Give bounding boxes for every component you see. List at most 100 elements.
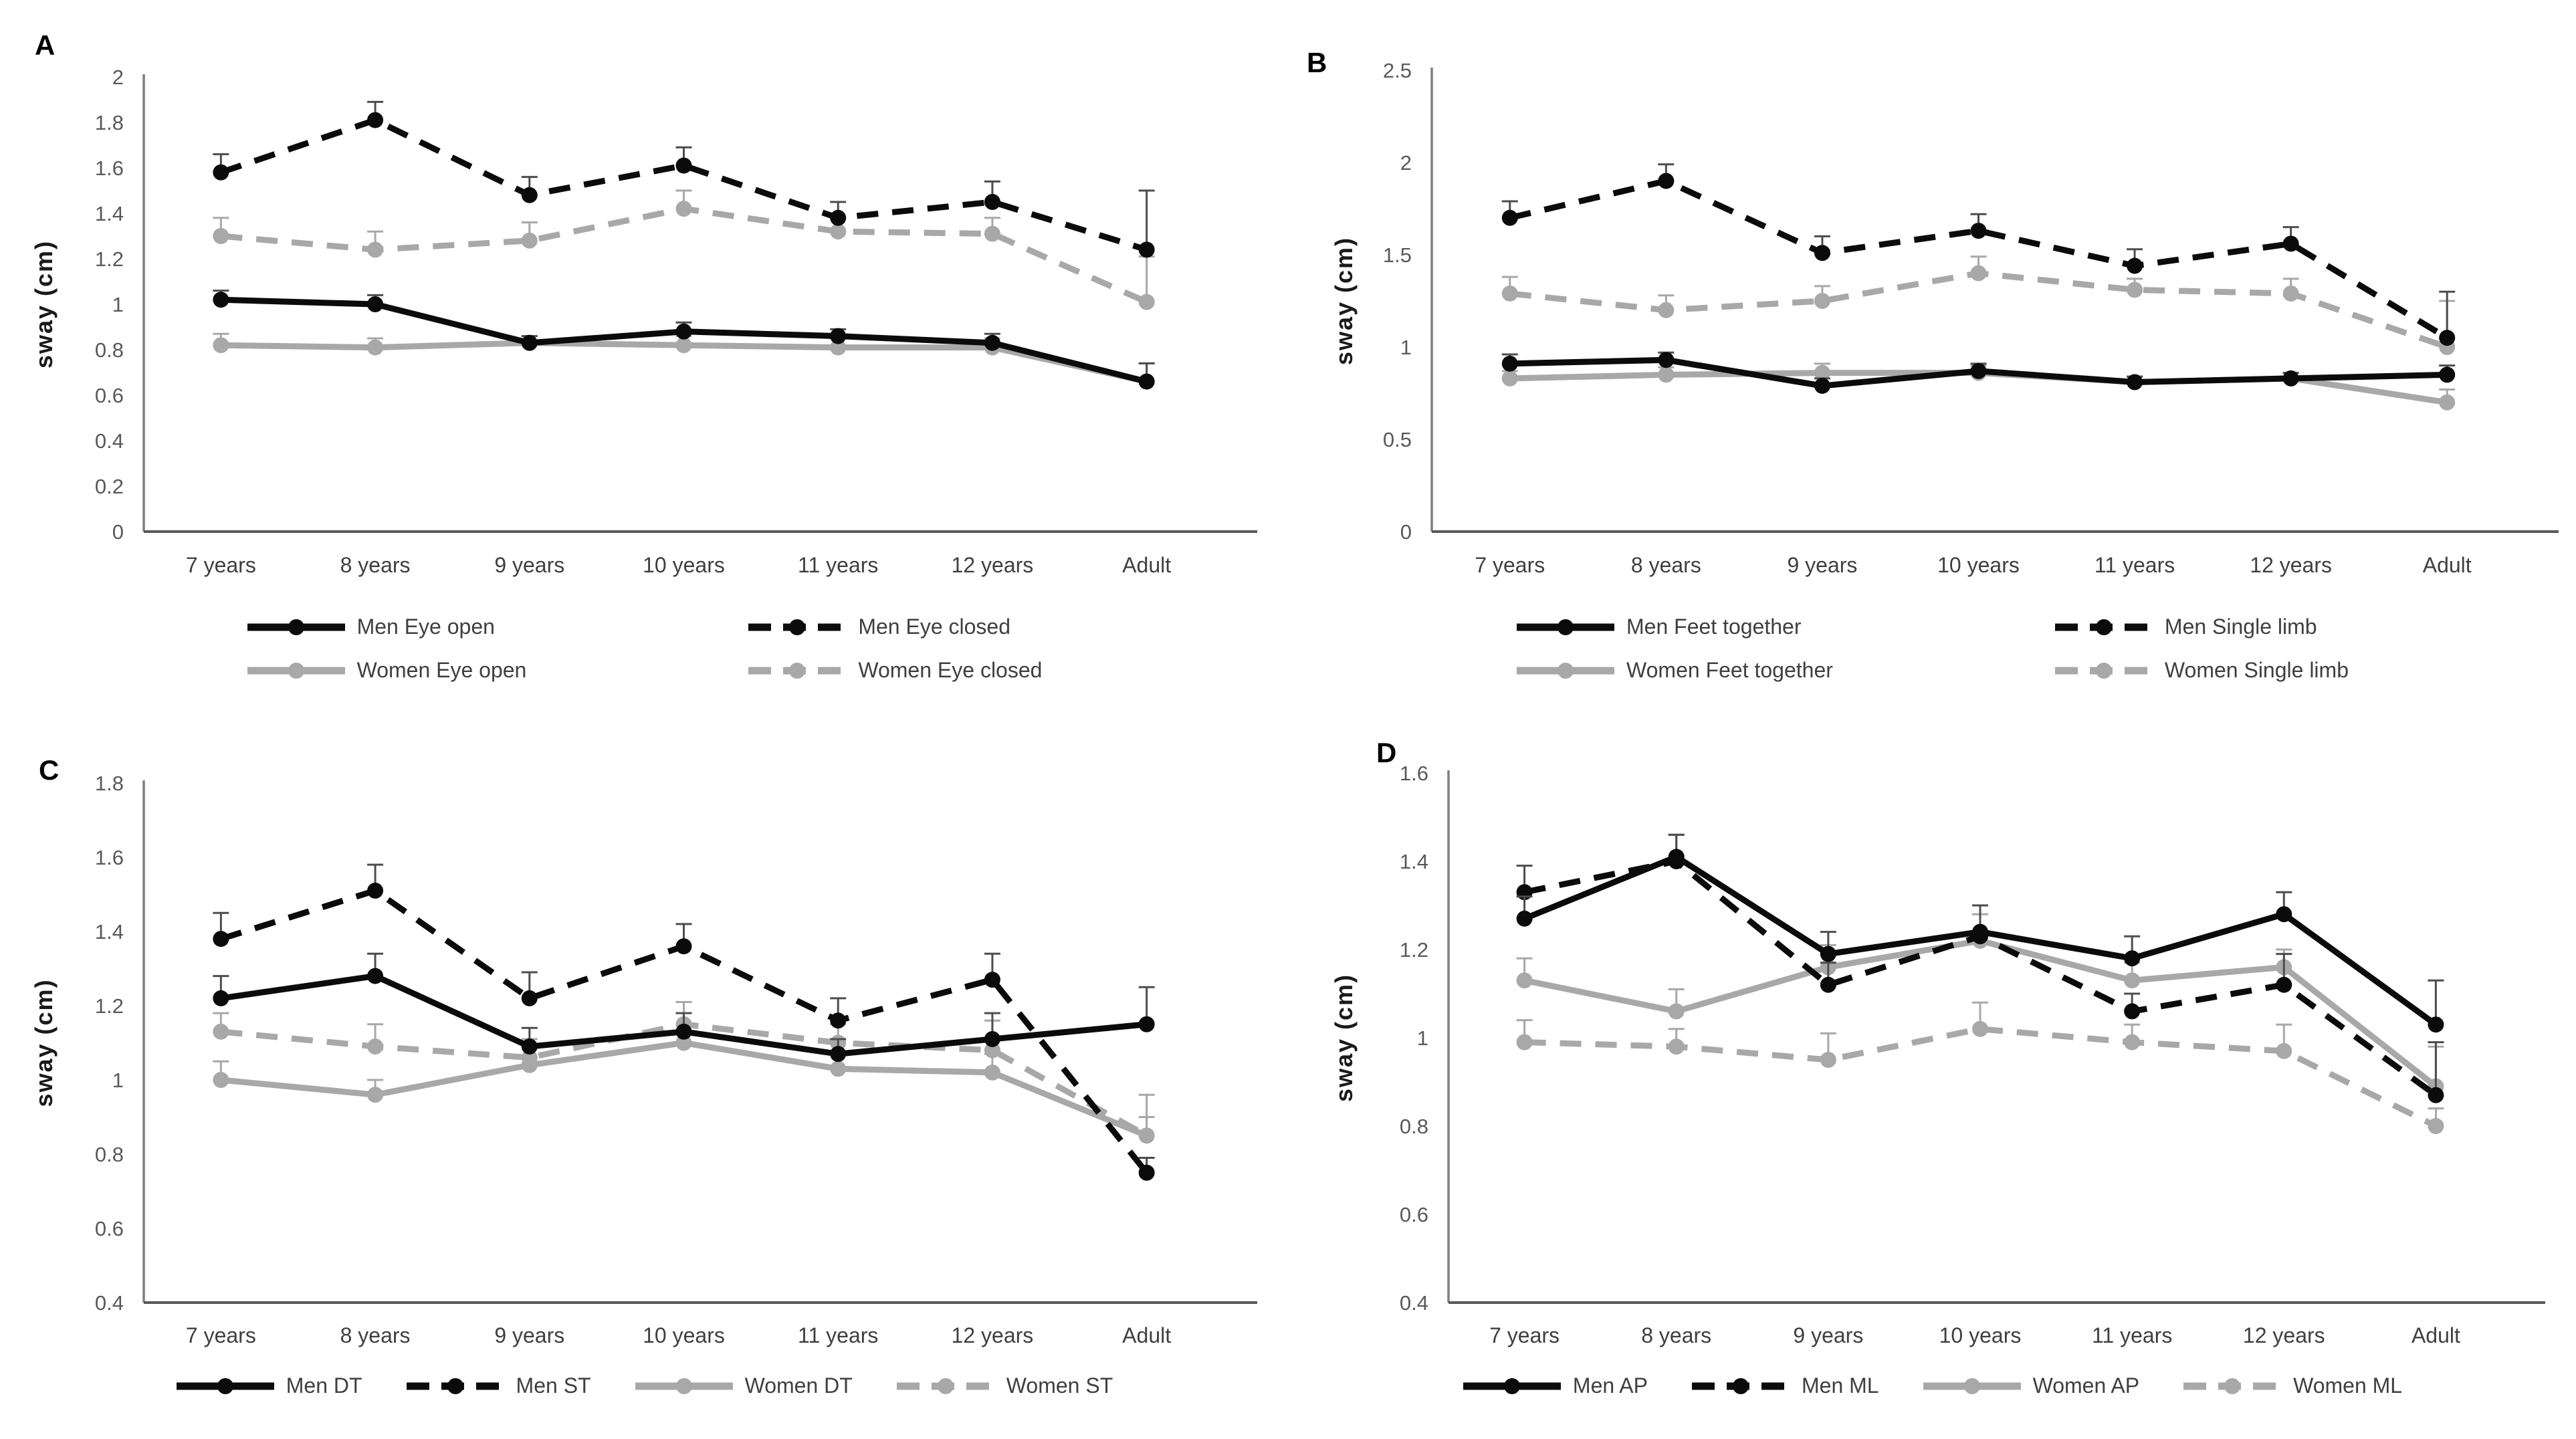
panel-label-B: B <box>1307 47 1327 78</box>
legend-label: Women AP <box>2032 1373 2140 1398</box>
x-category-label: 11 years <box>2092 1323 2172 1347</box>
series-men-dt <box>213 952 1155 1063</box>
legend-marker <box>675 1377 692 1394</box>
series-women-eye-open <box>213 332 1155 390</box>
y-tick-label: 1.2 <box>95 247 124 271</box>
legend-item-men-eye-open: Men Eye open <box>246 615 495 639</box>
y-tick-label: 2 <box>112 66 124 89</box>
data-point-marker <box>1668 849 1685 865</box>
data-point-marker <box>521 232 538 249</box>
x-category-label: 10 years <box>643 1323 725 1347</box>
data-point-marker <box>1814 377 1830 394</box>
panel-label-D: D <box>1376 737 1397 768</box>
data-point-marker <box>675 201 692 217</box>
data-point-marker <box>2282 235 2299 252</box>
y-tick-label: 1.5 <box>1383 243 1412 267</box>
legend-swatch-solid-icon <box>1463 1377 1561 1394</box>
data-point-marker <box>1138 1016 1155 1032</box>
panel-label-C: C <box>39 754 60 786</box>
series-women-single-limb <box>1501 255 2456 355</box>
data-point-marker <box>1970 265 1987 282</box>
data-point-marker <box>984 334 1000 351</box>
data-point-marker <box>984 972 1000 988</box>
data-point-marker <box>830 223 847 240</box>
x-category-label: 7 years <box>1475 553 1545 577</box>
y-tick-label: 1.2 <box>95 994 124 1018</box>
data-point-marker <box>1814 293 1830 309</box>
data-point-marker <box>1138 294 1155 310</box>
legend-item-women-eye-open: Women Eye open <box>246 658 526 683</box>
data-point-marker <box>2127 374 2143 391</box>
data-point-marker <box>984 1030 1000 1047</box>
series-men-feet-together <box>1501 351 2456 394</box>
legend-item-men-dt: Men DT <box>175 1373 362 1398</box>
legend-item-women-ap: Women AP <box>1922 1373 2139 1398</box>
legend-marker <box>789 662 806 679</box>
y-tick-label: 0.5 <box>1383 428 1412 451</box>
legend-label: Men Eye open <box>356 615 495 639</box>
legend-marker <box>789 619 806 635</box>
chart-canvas-A: 0 0.2 0.4 0.6 0.8 1 1.2 1.4 1.6 1.8 2 7 years 8 year… <box>30 66 1257 577</box>
legend-marker <box>288 662 304 679</box>
data-point-marker <box>521 187 538 203</box>
data-point-marker <box>1138 241 1155 258</box>
legend-label: Men ML <box>1801 1373 1879 1398</box>
panel-D: D 0.4 0.6 0.8 1 1.2 1.4 1.6 7 years 8 years 9 yea… <box>1288 719 2576 1439</box>
y-tick-label: 1.4 <box>1400 850 1428 873</box>
y-tick-label: 1 <box>1400 336 1412 359</box>
data-point-marker <box>213 931 229 948</box>
y-tick-label: 0 <box>112 520 124 544</box>
legend-marker <box>1732 1377 1749 1394</box>
legend-label: Men Single limb <box>2164 615 2317 639</box>
data-point-marker <box>830 209 847 226</box>
data-point-marker <box>367 112 384 128</box>
y-tick-label: 1.8 <box>95 772 124 795</box>
x-category-label: 8 years <box>340 1323 411 1347</box>
legend-label: Men DT <box>286 1373 362 1398</box>
y-tick-label: 1.6 <box>1400 762 1428 785</box>
x-category-label: 12 years <box>952 1323 1034 1347</box>
data-point-marker <box>1820 946 1836 962</box>
legend-item-women-ml: Women ML <box>2182 1373 2402 1398</box>
panel-A: A 0 0.2 0.4 0.6 0.8 1 1.2 1.4 1.6 1.8 2 7 years 8 ye… <box>0 0 1288 719</box>
data-point-marker <box>2124 1034 2141 1050</box>
legend-marker <box>1503 1377 1520 1394</box>
x-category-label: 7 years <box>1489 1323 1560 1347</box>
data-point-marker <box>675 1023 692 1040</box>
y-tick-label: 0.6 <box>95 384 124 407</box>
x-category-label: 10 years <box>1937 553 2020 577</box>
x-category-label: 8 years <box>1641 1323 1711 1347</box>
legend-item-men-ap: Men AP <box>1462 1373 1648 1398</box>
data-point-marker <box>1658 173 1675 189</box>
data-point-marker <box>1501 209 1518 226</box>
legend-item-women-dt: Women DT <box>634 1373 853 1398</box>
data-point-marker <box>213 1023 229 1040</box>
chart-B: 0 0.5 1 1.5 2 2.5 7 years 8 years 9 years 10 year… <box>1288 0 2576 592</box>
legend-marker <box>2224 1377 2241 1394</box>
legend-D: Men AP Men ML Women AP Women ML <box>1288 1373 2576 1398</box>
data-point-marker <box>1138 1127 1155 1144</box>
data-point-marker <box>984 225 1000 242</box>
chart-C: 0.4 0.6 0.8 1 1.2 1.4 1.6 1.8 7 years 8 years 9 ye… <box>0 719 1288 1368</box>
x-category-label: 7 years <box>186 1323 256 1347</box>
legend-swatch-dashed-icon <box>2054 619 2153 635</box>
series-women-dt <box>213 1023 1155 1144</box>
series-men-ap <box>1516 833 2444 1033</box>
data-point-marker <box>1658 352 1675 368</box>
legend-C: Men DT Men ST Women DT Women ST <box>0 1373 1288 1398</box>
data-point-marker <box>830 1046 847 1063</box>
legend-label: Men Eye closed <box>858 615 1011 639</box>
y-tick-label: 0.6 <box>1400 1203 1428 1226</box>
legend-marker <box>1963 1377 1980 1394</box>
legend-swatch-solid-icon <box>1517 662 1614 679</box>
legend-swatch-solid-icon <box>1517 619 1614 635</box>
x-category-label: 8 years <box>1631 553 1701 577</box>
x-category-label: 9 years <box>1793 1323 1863 1347</box>
y-tick-label: 2 <box>1400 151 1412 175</box>
legend-marker <box>2095 619 2112 635</box>
y-axis-title: sway (cm) <box>1330 237 1358 365</box>
data-point-marker <box>213 1072 229 1088</box>
legend-swatch-dashed-icon <box>406 1377 504 1394</box>
legend-label: Men Feet together <box>1626 615 1802 639</box>
x-category-label: 9 years <box>494 553 564 577</box>
